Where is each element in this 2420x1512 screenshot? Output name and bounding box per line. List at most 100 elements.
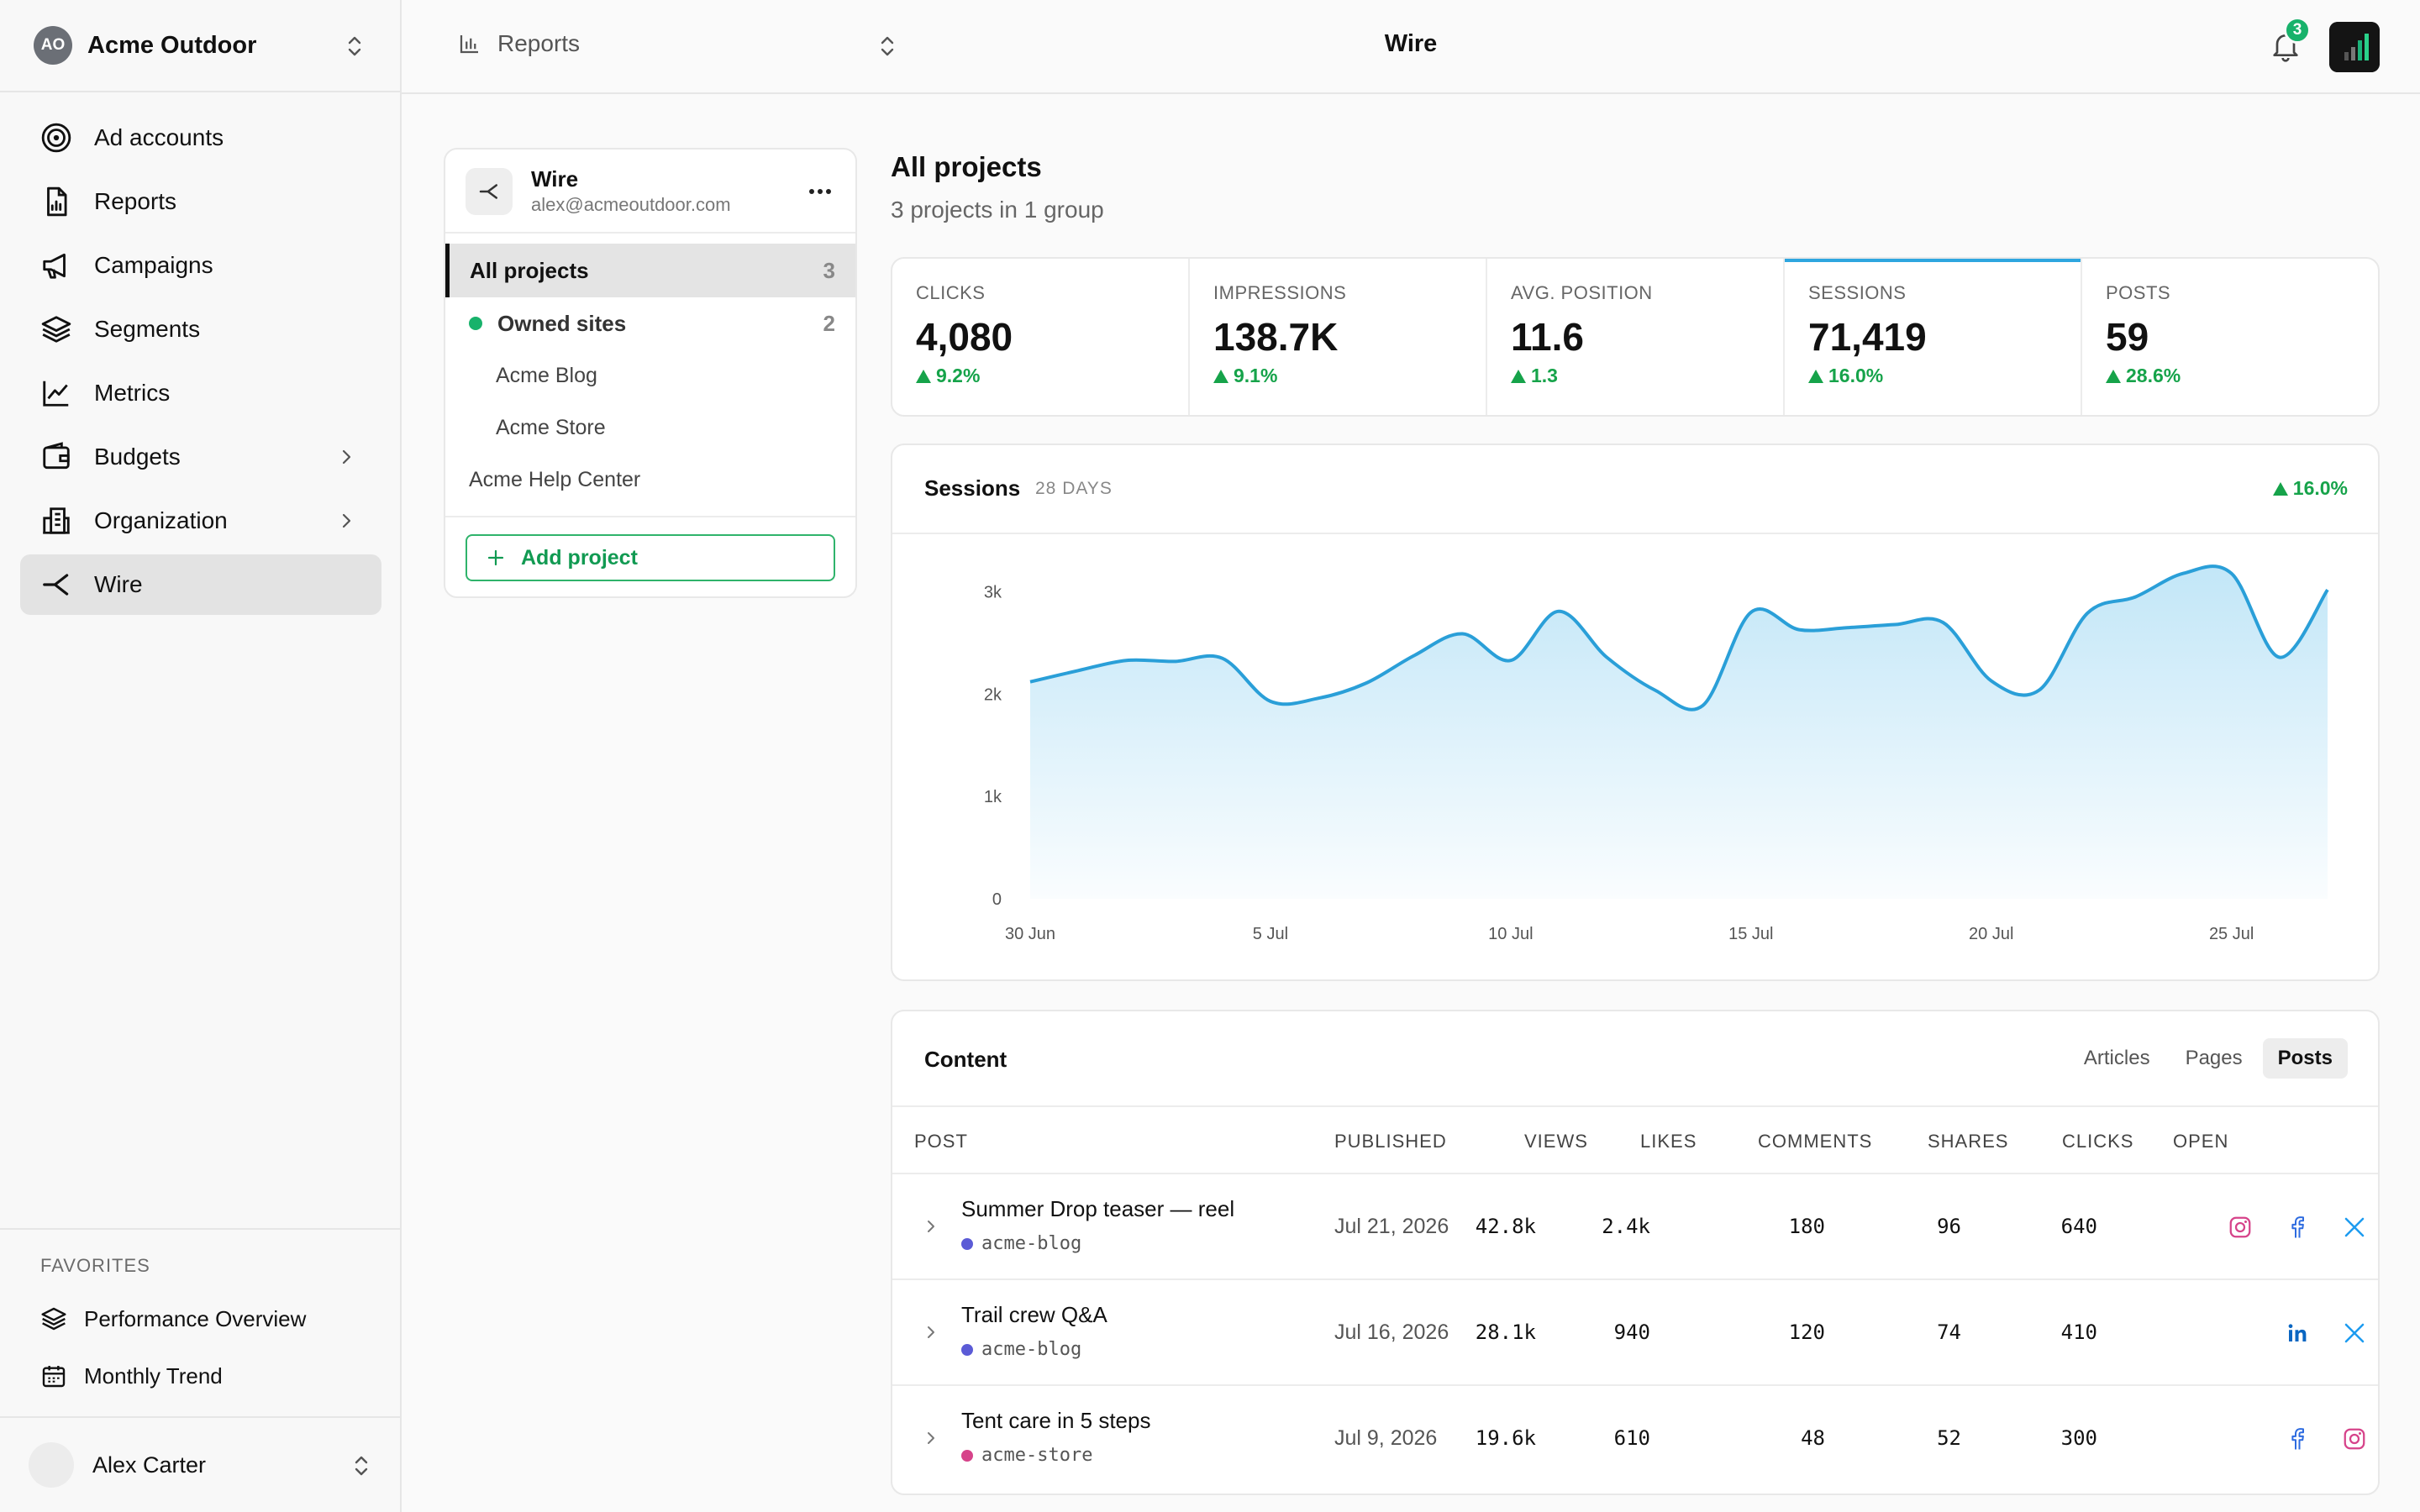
sessions-data-point[interactable] [1018,670,1042,694]
instagram-icon[interactable] [2228,1215,2253,1240]
app-logo-icon[interactable] [2329,22,2380,72]
post-site: acme-blog [981,1233,1082,1254]
up-arrow-icon [2272,481,2288,496]
post-title[interactable]: Summer Drop teaser — reel [961,1196,1235,1221]
column-header-views[interactable]: VIEWS [1524,1131,1588,1152]
column-header-comments[interactable]: COMMENTS [1758,1131,1873,1152]
sessions-data-point[interactable] [1307,686,1330,710]
clicks-value: 410 [2060,1320,2097,1344]
sessions-area-fill [1030,566,2328,899]
tab-posts[interactable]: Posts [2262,1038,2348,1079]
metric-delta-value: 16.0% [1828,365,1884,386]
sidebar-item-ad-accounts[interactable]: Ad accounts [20,108,381,168]
content-title: Content [924,1047,1007,1072]
layers-icon [41,316,71,343]
sessions-data-point[interactable] [2075,601,2099,625]
sessions-data-point[interactable] [2316,578,2339,601]
chevron-right-icon[interactable] [923,1430,939,1446]
favorite-monthly-trend[interactable]: Monthly Trend [0,1347,402,1404]
report-switcher[interactable]: Reports [457,30,580,57]
sessions-data-point[interactable] [2220,562,2244,585]
org-switcher[interactable]: AO Acme Outdoor [0,0,402,92]
metric-delta: 1.3 [1511,365,1783,387]
user-menu[interactable]: Alex Carter [0,1416,402,1512]
sessions-data-point[interactable] [1739,601,1763,624]
sidebar-item-campaigns[interactable]: Campaigns [20,235,381,296]
sessions-data-point[interactable] [1114,648,1138,672]
table-row[interactable]: Tent care in 5 steps acme-store Jul 9, 202… [892,1386,2378,1492]
sessions-data-point[interactable] [1211,647,1234,670]
metric-impressions[interactable]: IMPRESSIONS 138.7K 9.1% [1190,259,1487,415]
page-heading: All projects [891,151,1042,182]
instagram-icon[interactable] [2342,1426,2367,1452]
clicks-value: 640 [2060,1215,2097,1238]
metric-sessions[interactable]: SESSIONS 71,419 16.0% [1785,259,2082,415]
sessions-data-point[interactable] [2268,646,2291,669]
published-date: Jul 21, 2026 [1334,1215,1449,1238]
column-header-shares[interactable]: SHARES [1928,1131,2009,1152]
column-header-post[interactable]: POST [914,1131,968,1152]
sessions-data-point[interactable] [1787,618,1811,642]
add-project-button[interactable]: Add project [466,534,835,581]
favorite-performance-overview[interactable]: Performance Overview [0,1290,402,1347]
sessions-data-point[interactable] [1835,616,1859,639]
megaphone-icon [43,253,66,279]
project-item-acme-store[interactable]: Acme Store [496,415,606,439]
linkedin-icon[interactable] [2285,1320,2310,1346]
sessions-data-point[interactable] [1547,600,1570,623]
sessions-data-point[interactable] [1691,694,1715,717]
sessions-data-point[interactable] [1355,671,1378,695]
org-name: Acme Outdoor [87,31,257,59]
metric-value: 11.6 [1511,315,1584,359]
project-group-owned-sites[interactable]: Owned sites 2 [445,297,855,349]
tab-pages[interactable]: Pages [2185,1047,2243,1069]
column-header-published[interactable]: PUBLISHED [1334,1131,1447,1152]
sidebar-item-organization[interactable]: Organization [20,491,381,551]
plus-icon [487,549,504,566]
sidebar-item-reports[interactable]: Reports [20,171,381,232]
x-icon[interactable] [2342,1320,2367,1346]
table-row[interactable]: Trail crew Q&A acme-blog Jul 16, 2026 28.1k… [892,1280,2378,1386]
comments-value: 48 [1801,1426,1825,1450]
sidebar-item-metrics[interactable]: Metrics [20,363,381,423]
table-row[interactable]: Summer Drop teaser — reel acme-blog Jul 21… [892,1174,2378,1280]
facebook-icon[interactable] [2285,1215,2310,1240]
tab-articles[interactable]: Articles [2083,1047,2150,1069]
metric-avg-position[interactable]: AVG. POSITION 11.6 1.3 [1487,259,1785,415]
sessions-data-point[interactable] [1595,646,1618,669]
sessions-data-point[interactable] [1259,690,1282,713]
sidebar-item-segments[interactable]: Segments [20,299,381,360]
column-header-likes[interactable]: LIKES [1640,1131,1697,1152]
sessions-data-point[interactable] [1980,669,2003,693]
project-item-acme-blog[interactable]: Acme Blog [496,363,597,387]
sessions-data-point[interactable] [1883,613,1907,637]
project-item-all[interactable]: All projects 3 [445,244,855,297]
project-item-acme-help-center[interactable]: Acme Help Center [469,467,641,491]
sessions-data-point[interactable] [1066,659,1090,682]
sessions-data-point[interactable] [1163,649,1186,673]
sidebar-item-budgets[interactable]: Budgets [20,427,381,487]
sessions-data-point[interactable] [2123,585,2147,609]
sessions-data-point[interactable] [1451,622,1475,645]
metric-posts[interactable]: POSTS 59 28.6% [2082,259,2378,415]
post-title[interactable]: Tent care in 5 steps [961,1408,1151,1433]
sessions-data-point[interactable] [1499,648,1523,672]
post-title[interactable]: Trail crew Q&A [961,1302,1107,1327]
sessions-data-point[interactable] [1643,678,1666,701]
facebook-icon[interactable] [2285,1426,2310,1452]
org-avatar: AO [34,26,72,65]
sessions-data-point[interactable] [1402,643,1426,667]
sidebar-item-wire[interactable]: Wire [20,554,381,615]
chevron-right-icon[interactable] [923,1324,939,1341]
shares-value: 52 [1937,1426,1961,1450]
column-header-clicks[interactable]: CLICKS [2062,1131,2134,1152]
x-icon[interactable] [2342,1215,2367,1240]
sessions-data-point[interactable] [1932,611,1955,634]
more-options-icon[interactable] [803,176,837,207]
chevron-updown-icon[interactable] [877,34,897,59]
chevron-right-icon[interactable] [923,1218,939,1235]
sessions-data-point[interactable] [2028,678,2051,701]
metric-clicks[interactable]: CLICKS 4,080 9.2% [892,259,1190,415]
workspace-name: Wire [531,166,579,192]
sessions-data-point[interactable] [2171,562,2195,585]
